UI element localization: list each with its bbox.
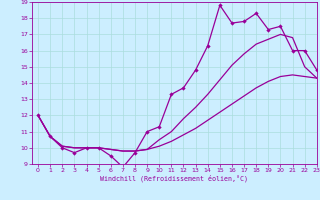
X-axis label: Windchill (Refroidissement éolien,°C): Windchill (Refroidissement éolien,°C): [100, 175, 248, 182]
